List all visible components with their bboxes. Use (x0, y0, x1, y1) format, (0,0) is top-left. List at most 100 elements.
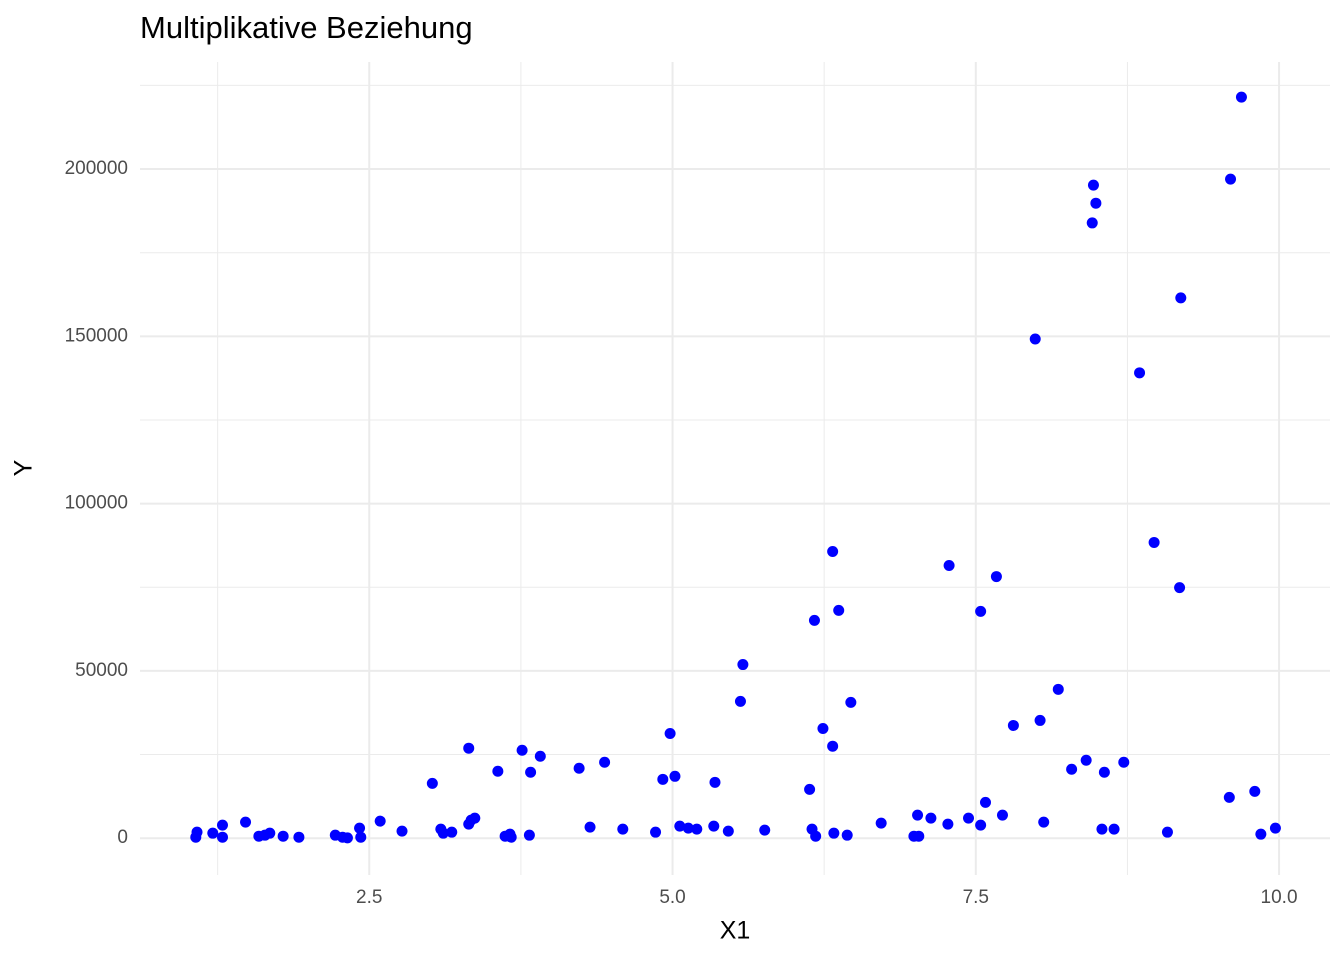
point (674, 820, 686, 832)
point (657, 773, 669, 785)
x-tick-label: 10.0 (1261, 887, 1298, 908)
point (833, 604, 845, 616)
point (492, 765, 504, 777)
point (207, 827, 219, 839)
point (191, 826, 203, 838)
point (804, 783, 816, 795)
point (216, 819, 228, 831)
point (827, 740, 839, 752)
point (817, 722, 829, 734)
point (584, 821, 596, 833)
point (374, 815, 386, 827)
point (1096, 823, 1108, 835)
point (913, 830, 925, 842)
point (827, 545, 839, 557)
point (1066, 763, 1078, 775)
point (1269, 822, 1281, 834)
point (682, 822, 694, 834)
point (463, 742, 475, 754)
point (975, 605, 987, 617)
point (990, 571, 1002, 583)
point (1255, 828, 1267, 840)
point (1223, 791, 1235, 803)
point (505, 831, 517, 843)
point (1161, 826, 1173, 838)
point (912, 809, 924, 821)
point (963, 812, 975, 824)
point (1174, 582, 1186, 594)
point (599, 756, 611, 768)
point (1108, 823, 1120, 835)
point (808, 614, 820, 626)
point (264, 827, 276, 839)
y-axis-title: Y (10, 459, 38, 476)
point (617, 823, 629, 835)
point (1235, 91, 1247, 103)
point (523, 829, 535, 841)
point (650, 826, 662, 838)
point (828, 827, 840, 839)
point (534, 750, 546, 762)
point (1034, 714, 1046, 726)
point (355, 831, 367, 843)
point (996, 809, 1008, 821)
point (925, 812, 937, 824)
point (1087, 179, 1099, 191)
point (1134, 367, 1146, 379)
point (734, 695, 746, 707)
point (664, 727, 676, 739)
point (1118, 756, 1130, 768)
point (216, 831, 228, 843)
point (1007, 719, 1019, 731)
point (1148, 536, 1160, 548)
point (1086, 217, 1098, 229)
point (341, 832, 353, 844)
y-tick-label: 200000 (65, 158, 128, 179)
point (446, 826, 458, 838)
point (240, 816, 252, 828)
point (1052, 683, 1064, 695)
point (942, 818, 954, 830)
point (709, 776, 721, 788)
point (354, 822, 366, 834)
point (277, 830, 289, 842)
point (1175, 292, 1187, 304)
point (943, 560, 955, 572)
point (979, 796, 991, 808)
point (525, 766, 537, 778)
point (975, 819, 987, 831)
point (1098, 766, 1110, 778)
point (875, 817, 887, 829)
point (722, 825, 734, 837)
point (1038, 816, 1050, 828)
x-tick-label: 5.0 (659, 887, 685, 908)
x-axis-title: X1 (720, 917, 751, 945)
point (1029, 333, 1041, 345)
point (669, 770, 681, 782)
y-tick-label: 50000 (75, 660, 128, 681)
point (1249, 785, 1261, 797)
point (469, 812, 481, 824)
point (1080, 754, 1092, 766)
point (759, 824, 771, 836)
point (1090, 197, 1102, 209)
point (810, 830, 822, 842)
point (437, 827, 449, 839)
point (708, 820, 720, 832)
chart-title: Multiplikative Beziehung (140, 10, 473, 45)
point (841, 829, 853, 841)
point (737, 659, 749, 671)
point (845, 696, 857, 708)
x-tick-label: 2.5 (356, 887, 382, 908)
y-tick-label: 150000 (65, 325, 128, 346)
x-tick-label: 7.5 (963, 887, 989, 908)
point (1225, 173, 1237, 185)
point (573, 762, 585, 774)
point (691, 823, 703, 835)
point (396, 825, 408, 837)
point (426, 777, 438, 789)
y-tick-label: 0 (117, 827, 128, 848)
point (293, 831, 305, 843)
point (516, 744, 528, 756)
